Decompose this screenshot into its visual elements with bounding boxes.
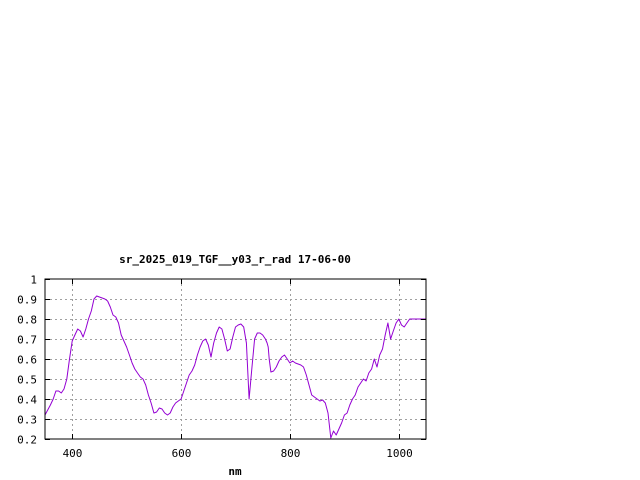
y-tick-label: 0.6 [17,354,37,367]
tick-labels: 0.2 0.3 0.4 0.5 0.6 0.7 0.8 0.9 1 400 600 800 1000 [17,274,413,461]
y-tick-label: 0.7 [17,334,37,347]
x-tick-label: 400 [63,447,83,460]
y-tick-label: 0.5 [17,374,37,387]
y-tick-label: 0.8 [17,314,37,327]
y-tick-label: 0.3 [17,414,37,427]
axis-ticks [45,279,426,440]
y-tick-label: 1 [30,274,37,287]
x-axis-label: nm [228,465,242,478]
y-tick-label: 0.2 [17,434,37,447]
y-tick-label: 0.4 [17,394,37,407]
chart-title: sr_2025_019_TGF__y03_r_rad 17-06-00 [119,253,351,266]
x-tick-label: 1000 [386,447,413,460]
y-tick-label: 0.9 [17,294,37,307]
grid-lines [45,279,426,439]
spectrum-series-line [44,295,426,439]
x-tick-label: 800 [281,447,301,460]
series-layer [44,295,426,439]
x-tick-label: 600 [172,447,192,460]
